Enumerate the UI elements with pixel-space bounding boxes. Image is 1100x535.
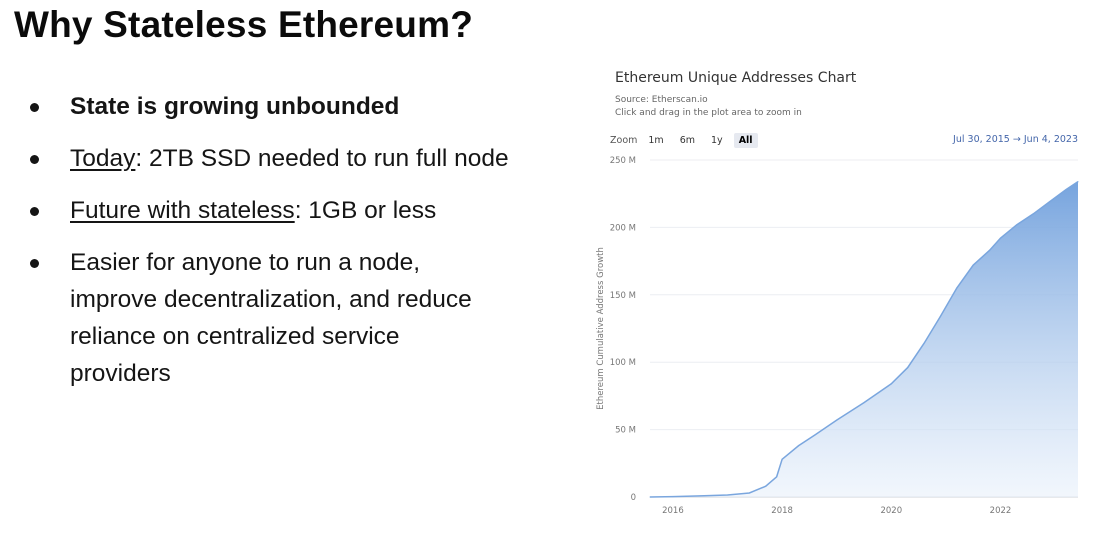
zoom-all-button[interactable]: All	[733, 133, 758, 148]
chart-title: Ethereum Unique Addresses Chart	[615, 70, 857, 86]
data-point	[956, 287, 958, 289]
data-point	[907, 367, 909, 369]
data-point	[781, 458, 783, 460]
x-tick-label: 2020	[880, 506, 902, 516]
bullet-item: Easier for anyone to run a node, improve…	[24, 244, 564, 392]
bullet-text-line: reliance on centralized service	[70, 323, 400, 350]
data-point	[923, 342, 925, 344]
data-point	[972, 264, 974, 266]
y-tick-label: 100 M	[610, 358, 636, 368]
data-point	[989, 249, 991, 251]
date-range[interactable]: Jul 30, 2015 → Jun 4, 2023	[953, 134, 1078, 145]
x-tick-label: 2018	[771, 506, 793, 516]
data-point	[1077, 181, 1079, 183]
area-fill	[650, 181, 1078, 497]
bullet-item: Future with stateless: 1GB or less	[24, 192, 564, 229]
bullet-text-line: improve decentralization, and reduce	[70, 286, 472, 313]
x-tick-label: 2016	[662, 506, 684, 516]
zoom-6m-button[interactable]: 6m	[679, 135, 696, 146]
chart-hint: Click and drag in the plot area to zoom …	[615, 108, 802, 118]
bullet-text: : 2TB SSD needed to run full node	[135, 145, 509, 172]
bullet-dot	[30, 259, 39, 268]
zoom-controls: Zoom 1m 6m 1y All	[610, 133, 758, 148]
y-tick-label: 0	[631, 493, 636, 503]
data-point	[649, 496, 651, 498]
data-point	[765, 485, 767, 487]
bullet-list: State is growing unbounded Today: 2TB SS…	[24, 88, 564, 407]
chart-container[interactable]: Ethereum Unique Addresses Chart Source: …	[590, 60, 1090, 530]
bullet-dot	[30, 155, 39, 164]
y-tick-label: 250 M	[610, 156, 636, 166]
zoom-label: Zoom	[610, 135, 638, 146]
data-point	[699, 495, 701, 497]
data-point	[814, 434, 816, 436]
data-point	[1049, 201, 1051, 203]
data-point	[890, 383, 892, 385]
data-point	[776, 476, 778, 478]
bullet-underlined-text: Today	[70, 145, 136, 172]
range-from[interactable]: Jul 30, 2015	[953, 134, 1010, 145]
data-point	[1065, 189, 1067, 191]
range-to[interactable]: Jun 4, 2023	[1023, 134, 1078, 145]
data-point	[672, 496, 674, 498]
data-point	[797, 445, 799, 447]
x-tick-label: 2022	[990, 506, 1012, 516]
y-tick-label: 150 M	[610, 291, 636, 301]
bullet-dot	[30, 103, 39, 112]
data-point	[836, 419, 838, 421]
bullet-dot	[30, 207, 39, 216]
slide-title: Why Stateless Ethereum?	[14, 4, 474, 45]
data-point	[863, 402, 865, 404]
chart-source: Source: Etherscan.io	[615, 95, 708, 105]
y-tick-label: 200 M	[610, 223, 636, 233]
range-arrow: →	[1012, 134, 1021, 145]
y-axis-label: Ethereum Cumulative Address Growth	[596, 247, 606, 410]
data-point	[727, 494, 729, 496]
data-point	[748, 492, 750, 494]
chart-plot[interactable]: 0 50 M 100 M 150 M 200 M 250 M 2016 2018 2020 202…	[590, 60, 1090, 530]
bullet-text-line: providers	[70, 360, 171, 387]
data-point	[999, 237, 1001, 239]
bullet-text: State is growing unbounded	[70, 93, 400, 120]
bullet-underlined-text: Future with stateless	[70, 197, 295, 224]
data-point	[1032, 213, 1034, 215]
bullet-item: State is growing unbounded	[24, 88, 564, 125]
data-point	[1016, 224, 1018, 226]
zoom-1y-button[interactable]: 1y	[711, 135, 723, 146]
data-point	[939, 315, 941, 317]
y-tick-label: 50 M	[615, 426, 636, 436]
bullet-item: Today: 2TB SSD needed to run full node	[24, 140, 564, 177]
bullet-text-line: Easier for anyone to run a node,	[70, 249, 421, 276]
bullet-text: : 1GB or less	[294, 197, 437, 224]
zoom-1m-button[interactable]: 1m	[648, 135, 664, 146]
